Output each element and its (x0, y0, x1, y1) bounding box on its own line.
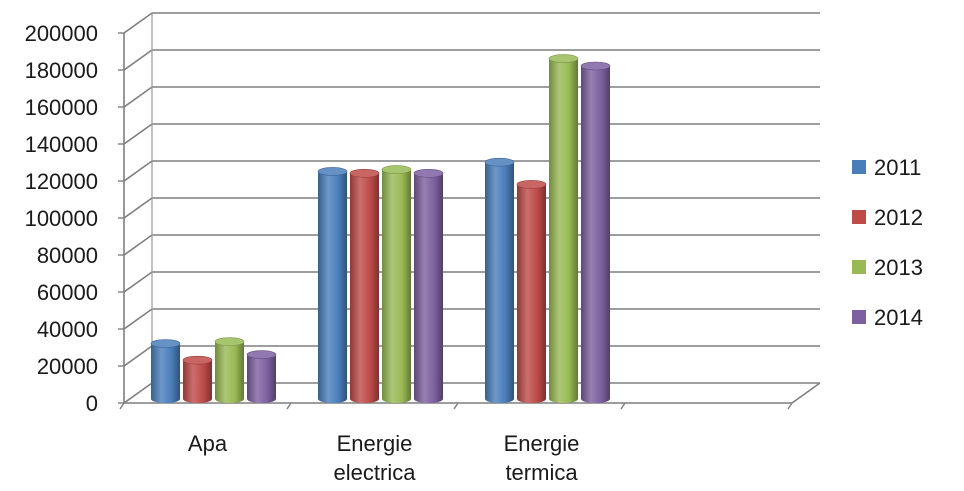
y-tick-label: 200000 (25, 21, 98, 46)
legend-label: 2013 (874, 255, 923, 280)
bar-top (548, 54, 579, 63)
bar-body (350, 173, 379, 403)
bar-2014 (413, 169, 444, 403)
bar-body (517, 184, 546, 403)
bar-2011 (484, 157, 515, 403)
bar-2012 (349, 169, 380, 403)
legend-swatch (852, 160, 866, 174)
bar-top (413, 169, 444, 178)
x-category-labels: Apa Energie electrica Energie termica (119, 402, 793, 485)
y-tick-labels: 0 20000 40000 60000 80000 100000 120000 140000 1… (25, 21, 124, 416)
x-tick-mark (286, 402, 292, 410)
y-tick-label: 60000 (37, 280, 98, 305)
y-tick-label: 180000 (25, 58, 98, 83)
legend-swatch (852, 210, 866, 224)
y-tick-label: 140000 (25, 132, 98, 157)
x-category-label-line: Apa (188, 431, 228, 456)
gridline (123, 49, 820, 71)
gridline (123, 86, 820, 108)
bar-2013 (548, 54, 579, 403)
bar-top (484, 157, 515, 167)
gridline (123, 197, 820, 219)
gridline (123, 12, 820, 34)
bar-body (549, 58, 578, 403)
gridline (123, 234, 820, 256)
y-tick-label: 20000 (37, 354, 98, 379)
bar-body (183, 360, 212, 403)
gridline (123, 160, 820, 182)
bar-top (182, 355, 213, 365)
x-category-label: Energie electrica (334, 431, 417, 485)
bar-top (381, 165, 412, 174)
legend-swatch (852, 310, 866, 324)
y-tick-label: 40000 (37, 317, 98, 342)
x-tick-mark (119, 402, 125, 410)
legend-item-2013: 2013 (852, 255, 923, 280)
bars (150, 54, 611, 403)
bar-top (580, 61, 611, 71)
y-tick-label: 80000 (37, 243, 98, 268)
x-category-label-line: Energie (504, 431, 580, 456)
bar-body (485, 162, 514, 403)
bar-2013 (381, 165, 412, 403)
legend-label: 2014 (874, 305, 923, 330)
bar-top (516, 180, 547, 189)
bar-body (581, 66, 610, 403)
x-category-label-line: Energie (337, 431, 413, 456)
y-tick-label: 120000 (25, 169, 98, 194)
x-category-label: Apa (188, 431, 228, 456)
bar-body (382, 169, 411, 403)
x-category-label-line: electrica (334, 460, 417, 485)
legend-item-2014: 2014 (852, 305, 923, 330)
legend-item-2011: 2011 (852, 155, 921, 180)
bar-2011 (317, 167, 348, 403)
legend-label: 2011 (874, 155, 921, 180)
bar-2011 (150, 339, 181, 403)
y-tick-label: 0 (86, 391, 98, 416)
gridline (123, 123, 820, 145)
bar-top (317, 167, 348, 176)
bar-2014 (580, 61, 611, 403)
gridline (123, 271, 820, 293)
bar-top (214, 337, 245, 346)
legend-item-2012: 2012 (852, 205, 923, 230)
floor-edge (791, 382, 821, 404)
bar-top (349, 169, 380, 178)
bar-2012 (182, 355, 213, 403)
legend-swatch (852, 260, 866, 274)
x-tick-mark (620, 402, 626, 410)
x-category-label: Energie termica (504, 431, 580, 485)
bar-top (246, 350, 277, 359)
bar-top (150, 339, 181, 348)
bar-body (215, 341, 244, 403)
y-tick-label: 160000 (25, 95, 98, 120)
bar-2013 (214, 337, 245, 403)
bar-2014 (246, 350, 277, 403)
bar-2012 (516, 180, 547, 403)
x-tick-mark (453, 402, 459, 410)
x-category-label-line: termica (505, 460, 578, 485)
gridline (123, 308, 820, 330)
bar-body (318, 171, 347, 403)
bar-body (247, 354, 276, 403)
x-tick-mark (787, 402, 793, 410)
y-tick-label: 100000 (25, 206, 98, 231)
bar-body (414, 173, 443, 403)
bar-body (151, 343, 180, 403)
legend: 2011 2012 2013 2014 (852, 155, 923, 330)
legend-label: 2012 (874, 205, 923, 230)
